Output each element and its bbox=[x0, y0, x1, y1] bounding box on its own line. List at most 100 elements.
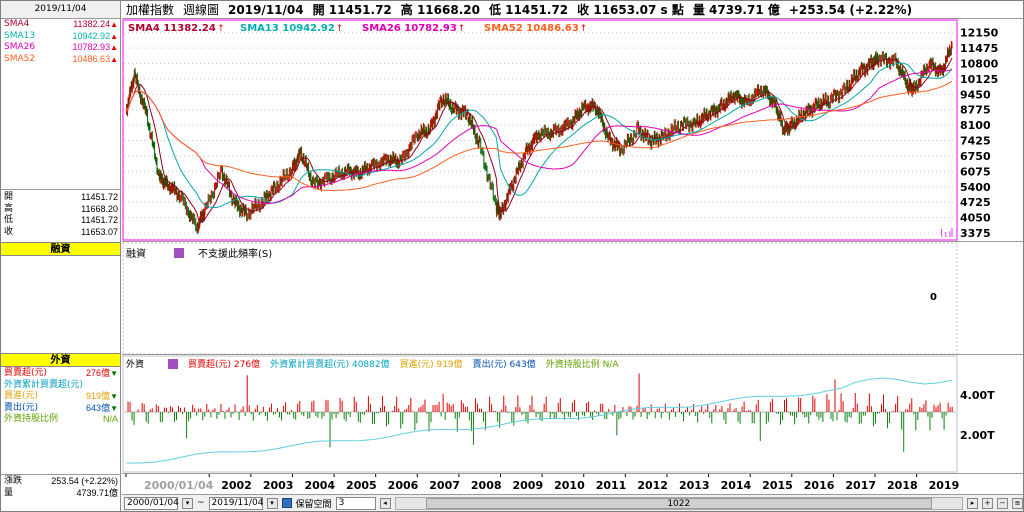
foreign-panel-title[interactable]: 外資 bbox=[1, 353, 120, 367]
sma-values: SMA4 11382.24▲ SMA13 10942.92▲ SMA26 10782.93… bbox=[1, 19, 120, 65]
keep-space-icon bbox=[281, 498, 292, 508]
up-arrow-icon: ↑ bbox=[217, 24, 225, 34]
time-label: 2018 bbox=[887, 479, 918, 492]
index-name[interactable]: 加權指數 bbox=[126, 3, 175, 17]
change-label: 漲跌 bbox=[4, 476, 23, 486]
scroll-left-icon[interactable]: ◂ bbox=[379, 497, 391, 509]
foreign-value: 919億▼ bbox=[86, 391, 118, 401]
foreign-value: N/A bbox=[102, 414, 118, 424]
price-axis-label: 3375 bbox=[960, 227, 991, 240]
margin-label: 融資 bbox=[126, 249, 146, 260]
start-date-field[interactable]: 2000/01/04 bbox=[124, 496, 179, 510]
time-label: 2013 bbox=[679, 479, 710, 492]
list-icon[interactable] bbox=[168, 358, 179, 369]
price-legend-item: SMA52 10486.63 bbox=[484, 23, 579, 34]
price-legend-item: SMA26 10782.93 bbox=[362, 23, 457, 34]
sma-label: SMA13 bbox=[4, 30, 36, 41]
up-arrow-icon: ▲ bbox=[110, 43, 118, 52]
zoom-in-icon[interactable]: + bbox=[982, 497, 993, 509]
zoom-out-icon[interactable]: − bbox=[997, 497, 1008, 509]
sma-row: SMA26 10782.93▲ bbox=[1, 42, 120, 54]
foreign-label: 賣出(元) bbox=[4, 402, 39, 413]
sma-row: SMA13 10942.92▲ bbox=[1, 31, 120, 43]
price-axis-label: 6750 bbox=[960, 150, 991, 163]
volume-label: 量 bbox=[4, 487, 14, 498]
time-label: 2003 bbox=[263, 479, 294, 492]
foreign-chart[interactable]: 4.00T 2.00T bbox=[122, 355, 1023, 474]
up-arrow-icon: ▲ bbox=[110, 31, 118, 41]
time-label: 2017 bbox=[845, 479, 876, 492]
time-label: 2007 bbox=[429, 479, 460, 492]
horizontal-scrollbar[interactable]: 1022 bbox=[394, 496, 963, 510]
header-high: 高 11668.20 bbox=[400, 3, 480, 17]
time-label: 2006 bbox=[388, 479, 419, 492]
foreign-legend-item: 外資 bbox=[126, 360, 145, 370]
margin-panel[interactable]: 融資 不支援此頻率(S) 0 bbox=[122, 241, 1023, 355]
price-axis-label: 12150 bbox=[960, 27, 999, 40]
sma-row: SMA4 11382.24▲ bbox=[1, 19, 120, 31]
up-arrow-icon: ↑ bbox=[580, 24, 588, 34]
divider bbox=[1, 189, 120, 190]
sma-value: 11382.24▲ bbox=[73, 19, 118, 29]
margin-legend: 融資 不支援此頻率(S) bbox=[126, 245, 272, 260]
time-label: 2010 bbox=[554, 479, 585, 492]
price-axis-label: 8775 bbox=[960, 104, 991, 117]
header-volume: 量 4739.71 億 bbox=[692, 3, 780, 17]
time-axis-labels: 2000/01/04 2002 2003 2004 2005 2006 2007 2008 20… bbox=[125, 474, 959, 492]
time-label: 2008 bbox=[471, 479, 502, 492]
start-date-dropdown-icon[interactable]: ▾ bbox=[182, 497, 193, 509]
ohlc-label: 收 bbox=[4, 226, 14, 237]
margin-panel-title[interactable]: 融資 bbox=[1, 242, 120, 256]
scroll-right-icon[interactable]: ▸ bbox=[967, 497, 978, 509]
keep-space-input[interactable]: 3 bbox=[335, 496, 376, 510]
ohlc-values: 開 11451.72 高 11668.20 低 11451.72 收 11653.07 bbox=[1, 192, 120, 238]
foreign-panel[interactable]: 4.00T 2.00T 外資 買賣超(元) 276億 外資累計買賣超(元) 40882… bbox=[122, 354, 1023, 473]
ohlc-value: 11653.07 bbox=[81, 226, 118, 237]
list-icon[interactable] bbox=[174, 247, 184, 258]
up-arrow-icon: ▲ bbox=[110, 54, 118, 64]
time-label: 2009 bbox=[513, 479, 544, 492]
start-date-value: 2000/01/04 bbox=[127, 498, 179, 508]
status-bar: 2000/01/04 ▾ ~ 2019/11/04 ▾ 保留空間 3 ◂ 102… bbox=[122, 494, 1023, 511]
ohlc-value: 11668.20 bbox=[81, 203, 118, 214]
margin-axis-zero: 0 bbox=[930, 292, 937, 303]
time-label: 2016 bbox=[804, 479, 835, 492]
foreign-legend-item: 賣出(元) 643億 bbox=[472, 360, 536, 370]
ohlc-row: 低 11451.72 bbox=[1, 215, 120, 227]
price-chart[interactable]: 12150 11475 10800 10125 9450 8775 8100 7425 6750… bbox=[122, 19, 1023, 241]
sma-line-26 bbox=[125, 69, 953, 204]
sma-line-13 bbox=[125, 62, 953, 209]
price-plot-frame bbox=[122, 19, 958, 241]
foreign-axis-label: 2.00T bbox=[960, 429, 995, 442]
foreign-axis-label: 4.00T bbox=[960, 389, 995, 402]
keep-space-value: 3 bbox=[338, 498, 345, 508]
price-legend-item: SMA4 11382.24 bbox=[128, 23, 216, 34]
time-label: 2012 bbox=[637, 479, 668, 492]
price-chart-panel[interactable]: 12150 11475 10800 10125 9450 8775 8100 7425 6750… bbox=[122, 19, 1023, 241]
end-date-field[interactable]: 2019/11/04 bbox=[208, 496, 263, 510]
time-label: 2004 bbox=[304, 479, 335, 492]
down-arrow-icon: ▼ bbox=[110, 369, 118, 378]
sma-value: 10782.93▲ bbox=[72, 42, 118, 52]
ohlc-label: 高 bbox=[4, 203, 14, 214]
up-arrow-icon: ↑ bbox=[458, 24, 466, 34]
price-axis-label: 6075 bbox=[960, 165, 991, 178]
price-axis-label: 7425 bbox=[960, 135, 991, 148]
period-label[interactable]: 週線圖 bbox=[183, 3, 220, 17]
time-label: 2000/01/04 bbox=[144, 479, 214, 492]
sma-label: SMA26 bbox=[4, 42, 36, 52]
end-date-dropdown-icon[interactable]: ▾ bbox=[266, 497, 278, 509]
foreign-row: 買賣超(元) 276億▼ bbox=[1, 368, 120, 380]
time-label: 2005 bbox=[346, 479, 377, 492]
ohlc-value: 11451.72 bbox=[81, 192, 118, 202]
sma-line-4 bbox=[125, 57, 953, 223]
sma-label: SMA52 bbox=[4, 53, 36, 64]
foreign-legend: 外資 買賣超(元) 276億 外資累計買賣超(元) 40882億 買進(元) 919億… bbox=[126, 357, 619, 370]
ohlc-label: 開 bbox=[4, 192, 14, 202]
price-axis-label: 9450 bbox=[960, 88, 991, 101]
scrollbar-thumb[interactable]: 1022 bbox=[425, 497, 932, 509]
ohlc-row: 開 11451.72 bbox=[1, 192, 120, 204]
range-tilde: ~ bbox=[197, 498, 205, 508]
foreign-row: 賣出(元) 643億▼ bbox=[1, 403, 120, 415]
menu-icon[interactable]: ≡ bbox=[1012, 497, 1023, 509]
